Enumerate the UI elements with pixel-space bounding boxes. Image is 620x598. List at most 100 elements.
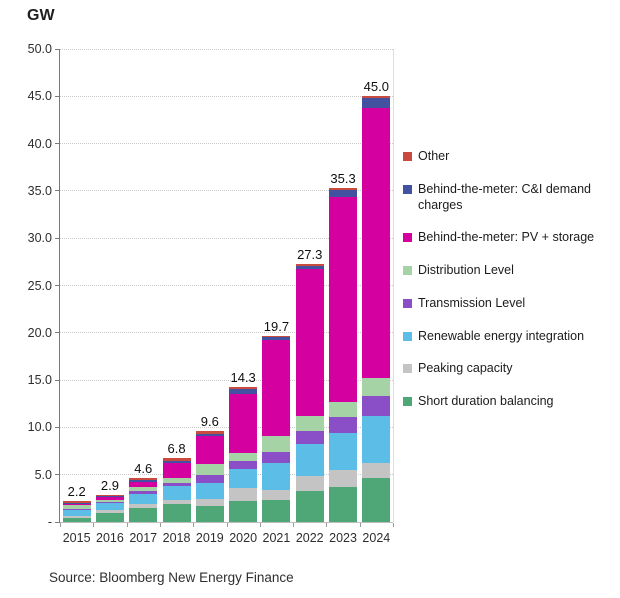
bar-segment bbox=[129, 504, 158, 509]
legend-swatch-icon bbox=[403, 397, 412, 406]
legend-label: Peaking capacity bbox=[418, 361, 513, 376]
bar-segment bbox=[62, 508, 91, 510]
bar-segment bbox=[129, 481, 158, 487]
bar-segment bbox=[262, 340, 291, 437]
bar-segment bbox=[229, 393, 258, 454]
bar-segment bbox=[362, 396, 391, 416]
bar-total-label: 9.6 bbox=[200, 414, 219, 430]
legend-item: Short duration balancing bbox=[403, 394, 617, 410]
bar-segment bbox=[329, 486, 358, 522]
bar-segment bbox=[195, 436, 224, 464]
y-tick-label: 40.0 bbox=[27, 136, 52, 151]
bar-segment bbox=[95, 510, 124, 513]
bar-segment bbox=[162, 457, 191, 461]
bar-segment bbox=[229, 487, 258, 502]
bar-segment bbox=[329, 470, 358, 487]
bar-segment bbox=[262, 489, 291, 500]
x-axis-tick bbox=[60, 523, 61, 527]
bar-segment bbox=[362, 98, 391, 109]
x-tick-label: 2022 bbox=[295, 531, 324, 545]
bar-segment bbox=[262, 335, 291, 338]
source-note: Source: Bloomberg New Energy Finance bbox=[49, 570, 294, 585]
bar-segment bbox=[195, 463, 224, 475]
bar-segment bbox=[95, 503, 124, 511]
gridline bbox=[60, 48, 393, 50]
bar-total-label: 14.3 bbox=[230, 369, 256, 385]
bar-segment bbox=[329, 401, 358, 417]
y-axis-tick bbox=[55, 285, 60, 286]
y-axis-tick bbox=[55, 332, 60, 334]
bar-segment bbox=[129, 480, 158, 482]
bar-segment bbox=[195, 482, 224, 499]
y-axis-tick bbox=[55, 521, 60, 523]
bar-segment bbox=[195, 505, 224, 522]
bar-segment bbox=[129, 486, 158, 492]
y-tick-label: 30.0 bbox=[27, 231, 52, 246]
bar-segment bbox=[262, 436, 291, 452]
bar-segment bbox=[162, 463, 191, 479]
x-axis-tick bbox=[393, 523, 394, 527]
bar-segment bbox=[295, 263, 324, 266]
bar-segment bbox=[262, 337, 291, 341]
bar-segment bbox=[95, 502, 124, 504]
legend-swatch-icon bbox=[403, 364, 412, 374]
y-axis-tick bbox=[55, 190, 60, 192]
bar-segment bbox=[329, 188, 358, 190]
legend-item: Transmission Level bbox=[403, 296, 617, 312]
x-tick-label: 2016 bbox=[96, 531, 124, 545]
x-axis-line bbox=[60, 521, 393, 523]
legend-label: Behind-the-meter: PV + storage bbox=[418, 230, 595, 245]
bar-segment bbox=[295, 416, 324, 432]
x-axis-tick bbox=[93, 523, 95, 527]
bar-total-label: 6.8 bbox=[167, 440, 186, 456]
bar-segment bbox=[95, 496, 124, 500]
x-tick-label: 2020 bbox=[229, 531, 258, 545]
y-tick-label: - bbox=[47, 515, 52, 529]
bar-segment bbox=[195, 498, 224, 506]
bar-segment bbox=[229, 386, 258, 389]
bar-segment bbox=[262, 463, 291, 490]
bar-segment bbox=[295, 431, 324, 445]
bar-segment bbox=[295, 444, 324, 477]
bar-segment bbox=[129, 508, 158, 522]
legend-label: Renewable energy integration bbox=[418, 328, 585, 343]
bar-total-label: 35.3 bbox=[330, 171, 356, 187]
legend-label: Transmission Level bbox=[418, 295, 526, 310]
bar-segment bbox=[362, 108, 391, 378]
bar-total-label: 4.6 bbox=[134, 461, 153, 477]
x-axis-tick bbox=[226, 523, 228, 527]
x-axis-tick bbox=[259, 523, 261, 527]
plot-right-border bbox=[393, 49, 394, 522]
bar-segment bbox=[62, 501, 91, 503]
legend-item: Other bbox=[403, 149, 617, 165]
legend-item: Behind-the-meter: C&I demand charges bbox=[403, 182, 617, 214]
gridline bbox=[60, 95, 393, 97]
x-tick-label: 2018 bbox=[162, 531, 191, 545]
y-axis-tick bbox=[55, 379, 60, 381]
bar-segment bbox=[195, 433, 224, 437]
bar-segment bbox=[162, 460, 191, 464]
gridline bbox=[60, 474, 393, 476]
bar-segment bbox=[95, 494, 124, 496]
gridline bbox=[60, 379, 393, 381]
bar-segment bbox=[362, 462, 391, 478]
bar-segment bbox=[329, 196, 358, 402]
gridline bbox=[60, 332, 393, 334]
bar-total-label: 2.2 bbox=[67, 484, 86, 500]
bar-segment bbox=[162, 478, 191, 483]
x-axis-tick bbox=[359, 523, 361, 527]
bar-segment bbox=[295, 491, 324, 522]
y-axis-tick bbox=[55, 474, 60, 476]
bar-segment bbox=[162, 504, 191, 522]
bar-segment bbox=[195, 474, 224, 483]
bar-total-label: 27.3 bbox=[297, 246, 323, 262]
bar-segment bbox=[129, 478, 158, 481]
bar-total-label: 2.9 bbox=[100, 477, 119, 493]
legend-item: Peaking capacity bbox=[403, 361, 617, 377]
legend-label: Short duration balancing bbox=[418, 394, 554, 408]
chart-title: GW bbox=[27, 7, 55, 24]
legend-swatch-icon bbox=[403, 266, 412, 275]
legend-item: Behind-the-meter: PV + storage bbox=[403, 230, 617, 246]
bar-segment bbox=[162, 485, 191, 500]
